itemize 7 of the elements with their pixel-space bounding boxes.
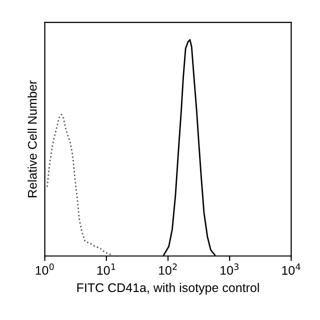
x-tick-label: 10$^{4}$: [282, 264, 300, 275]
x-tick-label: 10$^{2}$: [158, 263, 177, 275]
y-axis-title: Relative Cell Number: [28, 80, 37, 198]
x-tick-label: 10$^{1}$: [97, 264, 116, 275]
x-tick-label: 10$^{3}$: [220, 263, 238, 275]
x-axis-title: FITC CD41a, with isotype control: [77, 282, 259, 295]
x-tick-label: 10$^{0}$: [36, 263, 54, 275]
